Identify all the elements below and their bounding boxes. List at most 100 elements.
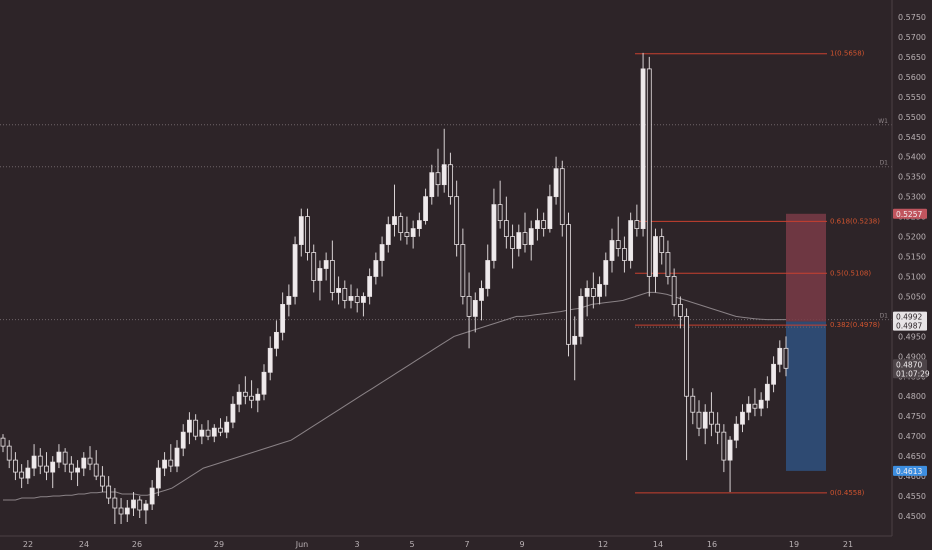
candle-body-up bbox=[603, 260, 609, 285]
fib-label: 1(0.5658) bbox=[830, 50, 865, 58]
candle-body-down bbox=[62, 451, 68, 465]
candle-body-up bbox=[274, 331, 279, 349]
candle bbox=[771, 356, 776, 393]
price-tick-label: 0.5150 bbox=[898, 253, 926, 262]
candle bbox=[6, 440, 12, 469]
price-tick-label: 0.5200 bbox=[898, 233, 926, 242]
candle-body-up bbox=[162, 459, 167, 469]
candle-body-down bbox=[106, 485, 112, 499]
candle bbox=[311, 244, 317, 293]
candle bbox=[143, 500, 149, 524]
price-tag: 01:07:29 bbox=[893, 368, 930, 379]
candle-body-up bbox=[348, 296, 354, 301]
price-tag-text: 01:07:29 bbox=[896, 369, 930, 378]
candle bbox=[702, 404, 708, 445]
candle-body-up bbox=[261, 371, 267, 395]
price-tag-box bbox=[893, 359, 927, 370]
candle-body-up bbox=[746, 403, 752, 413]
fib-label: 0.382(0.4978) bbox=[830, 321, 880, 329]
time-tick-label: 12 bbox=[598, 540, 608, 549]
price-axis[interactable]: 0.5750 0.5700 0.5650 0.5600 0.5550 0.5500 0.54… bbox=[898, 13, 926, 521]
candle bbox=[367, 268, 373, 305]
candle-body-down bbox=[137, 499, 143, 511]
candle-body-down bbox=[541, 220, 547, 229]
candle-body-up bbox=[131, 499, 136, 509]
candle-body-down bbox=[497, 204, 503, 221]
candle-body-up bbox=[702, 411, 708, 429]
candle bbox=[342, 280, 348, 309]
fibonacci-retracement[interactable]: 1(0.5658) 0.618(0.5238) 0.5(0.5108) 0.382(0… bbox=[635, 50, 880, 497]
candle bbox=[690, 388, 696, 425]
candle bbox=[106, 476, 112, 505]
candle bbox=[392, 184, 397, 237]
time-tick-label: 21 bbox=[843, 540, 853, 549]
candle-body-up bbox=[572, 335, 578, 345]
target-zone[interactable] bbox=[786, 321, 826, 471]
candle-body-down bbox=[87, 457, 93, 465]
time-tick-label: 24 bbox=[79, 540, 89, 549]
price-tag-box bbox=[893, 368, 927, 379]
stop-zone[interactable] bbox=[786, 213, 826, 322]
candle-body-up bbox=[31, 455, 37, 469]
candle bbox=[162, 452, 167, 477]
position-tool[interactable] bbox=[786, 213, 826, 471]
candle-body-up bbox=[336, 288, 341, 293]
candle bbox=[361, 292, 366, 317]
candle bbox=[603, 252, 609, 297]
candle-body-down bbox=[634, 220, 640, 229]
time-axis[interactable]: 22 24 26 29 Jun 3 5 7 9 12 14 16 19 21 bbox=[23, 540, 853, 549]
candle-body-up bbox=[733, 423, 739, 441]
level-label: W1 bbox=[878, 118, 888, 125]
candle-body-down bbox=[715, 423, 721, 433]
price-tick-label: 0.4650 bbox=[898, 452, 926, 461]
candle bbox=[137, 496, 143, 518]
candle-body-up bbox=[56, 451, 62, 463]
candle bbox=[746, 396, 752, 421]
fib-label: 0.5(0.5108) bbox=[830, 269, 871, 277]
candle-body-up bbox=[180, 431, 186, 449]
time-tick-label: 26 bbox=[132, 540, 142, 549]
candle bbox=[758, 392, 764, 417]
candle bbox=[155, 460, 161, 497]
candle bbox=[81, 452, 87, 477]
candle bbox=[174, 440, 180, 473]
fib-label: 0.618(0.5238) bbox=[830, 217, 880, 225]
candle-body-up bbox=[199, 429, 205, 437]
candle-body-up bbox=[764, 383, 770, 401]
candle bbox=[628, 212, 634, 269]
candle bbox=[168, 444, 174, 473]
candle bbox=[224, 416, 230, 439]
time-tick-label: 16 bbox=[707, 540, 717, 549]
time-tick-label: 3 bbox=[354, 540, 359, 549]
candle bbox=[37, 448, 43, 475]
candle bbox=[640, 52, 646, 237]
candle-body-up bbox=[777, 347, 783, 365]
candle bbox=[13, 452, 18, 481]
candle-body-down bbox=[68, 463, 74, 473]
candle-body-down bbox=[398, 216, 404, 233]
candle bbox=[25, 460, 31, 485]
candle bbox=[199, 424, 205, 445]
candle-body-down bbox=[522, 232, 528, 245]
candle-body-down bbox=[354, 296, 360, 303]
time-tick-label: 22 bbox=[23, 540, 33, 549]
fib-label: 0(0.4558) bbox=[830, 489, 865, 497]
price-tick-label: 0.4900 bbox=[898, 352, 926, 361]
candle bbox=[118, 498, 124, 524]
candle-body-up bbox=[323, 260, 329, 269]
candle-body-down bbox=[6, 445, 12, 461]
candle-body-up bbox=[584, 288, 590, 297]
candle bbox=[62, 448, 68, 473]
candle bbox=[752, 388, 758, 417]
price-tag: 0.5257 bbox=[893, 208, 927, 219]
candle bbox=[255, 388, 261, 413]
candle bbox=[280, 292, 286, 341]
candle-body-up bbox=[385, 224, 391, 245]
candle-body-down bbox=[342, 288, 348, 301]
candle-body-up bbox=[236, 391, 242, 405]
candle bbox=[0, 434, 6, 453]
candle bbox=[547, 184, 553, 233]
